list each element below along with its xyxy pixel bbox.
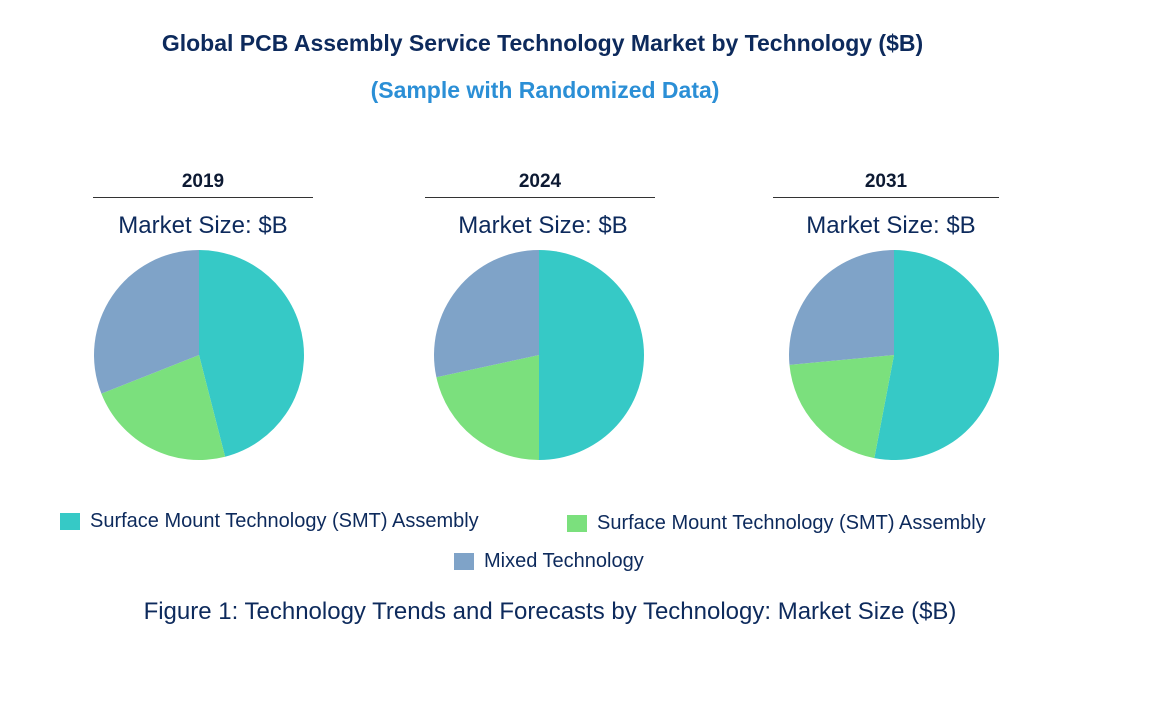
pie-slice-2031-2 — [789, 250, 894, 365]
legend-swatch — [567, 515, 587, 532]
pie-slice-2031-1 — [789, 355, 894, 459]
legend-item-smt-2: Surface Mount Technology (SMT) Assembly — [567, 512, 986, 535]
legend-label: Mixed Technology — [484, 550, 644, 572]
pie-slice-2019-1 — [101, 355, 226, 460]
chart-subtitle: (Sample with Randomized Data) — [370, 77, 720, 103]
market-size-label-2019: Market Size: $B — [118, 212, 288, 239]
pie-slice-2019-2 — [93, 250, 199, 394]
figure-caption: Figure 1: Technology Trends and Forecast… — [143, 598, 957, 625]
pie-slice-2019-0 — [199, 250, 305, 457]
pie-2024 — [434, 250, 644, 460]
pie-2031 — [789, 250, 999, 460]
year-label-2031: 2031 — [773, 171, 999, 198]
legend-swatch — [60, 513, 80, 530]
year-label-2024: 2024 — [425, 171, 655, 198]
legend-label: Surface Mount Technology (SMT) Assembly — [597, 512, 986, 534]
pie-slice-2024-1 — [436, 355, 539, 460]
market-size-label-2024: Market Size: $B — [458, 212, 628, 239]
legend-swatch — [454, 553, 474, 570]
market-size-label-2031: Market Size: $B — [806, 212, 976, 239]
chart-title: Global PCB Assembly Service Technology M… — [161, 30, 924, 56]
pie-2019 — [93, 250, 305, 460]
legend-label: Surface Mount Technology (SMT) Assembly — [90, 510, 479, 532]
pie-slice-2024-0 — [539, 250, 644, 460]
legend-item-mixed: Mixed Technology — [454, 550, 644, 573]
pie-slice-2031-0 — [874, 250, 999, 460]
year-label-2019: 2019 — [93, 171, 313, 198]
legend-item-smt-1: Surface Mount Technology (SMT) Assembly — [60, 510, 479, 533]
pie-slice-2024-2 — [434, 250, 539, 378]
